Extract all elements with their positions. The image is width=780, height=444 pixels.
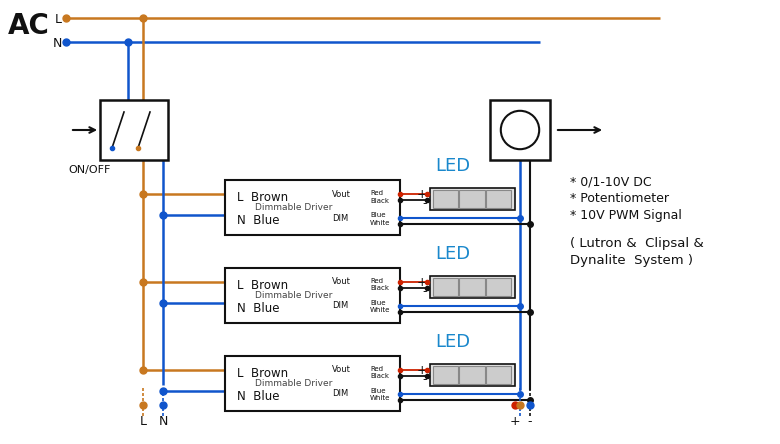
Bar <box>433 190 459 208</box>
Text: DIM: DIM <box>332 301 348 310</box>
Text: Dimmable Driver: Dimmable Driver <box>255 379 332 388</box>
Text: +: + <box>417 275 427 289</box>
Text: Red
Black: Red Black <box>370 190 389 203</box>
Text: ( Lutron &  Clipsal &: ( Lutron & Clipsal & <box>570 237 704 250</box>
Text: -: - <box>423 198 427 210</box>
Text: LED: LED <box>435 157 470 175</box>
Text: N: N <box>158 415 168 428</box>
Bar <box>459 278 484 296</box>
Text: Blue
White: Blue White <box>370 388 390 401</box>
Text: Vout: Vout <box>332 278 351 286</box>
Text: * 10V PWM Signal: * 10V PWM Signal <box>570 209 682 222</box>
Text: L  Brown: L Brown <box>237 191 288 204</box>
Bar <box>225 268 400 323</box>
Bar <box>486 366 511 384</box>
Text: -: - <box>423 373 427 386</box>
Text: DIM: DIM <box>332 389 348 399</box>
Text: -: - <box>423 285 427 298</box>
Text: Dimmable Driver: Dimmable Driver <box>255 291 332 300</box>
Bar <box>100 100 168 160</box>
Text: N  Blue: N Blue <box>237 390 279 403</box>
Text: +: + <box>417 187 427 201</box>
Text: L  Brown: L Brown <box>237 367 288 380</box>
Text: L: L <box>55 12 62 25</box>
Text: Red
Black: Red Black <box>370 366 389 380</box>
Text: Blue
White: Blue White <box>370 212 390 226</box>
Text: Blue
White: Blue White <box>370 300 390 313</box>
Text: LED: LED <box>435 245 470 263</box>
Text: -: - <box>528 415 532 428</box>
Text: N  Blue: N Blue <box>237 302 279 315</box>
Bar <box>430 364 515 386</box>
Text: Red
Black: Red Black <box>370 278 389 292</box>
Bar <box>433 278 459 296</box>
Bar <box>490 100 550 160</box>
Bar <box>486 278 511 296</box>
Bar <box>430 188 515 210</box>
Text: Vout: Vout <box>332 190 351 198</box>
Text: DIM: DIM <box>332 214 348 222</box>
Text: * Potentiometer: * Potentiometer <box>570 192 669 205</box>
Text: ON/OFF: ON/OFF <box>68 165 111 175</box>
Bar <box>225 180 400 235</box>
Bar <box>433 366 459 384</box>
Text: AC: AC <box>8 12 50 40</box>
Bar <box>430 276 515 298</box>
Bar <box>486 190 511 208</box>
Bar <box>459 366 484 384</box>
Text: * 0/1-10V DC: * 0/1-10V DC <box>570 175 651 188</box>
Bar <box>459 190 484 208</box>
Text: LED: LED <box>435 333 470 351</box>
Bar <box>225 356 400 411</box>
Text: Dimmable Driver: Dimmable Driver <box>255 203 332 212</box>
Text: Vout: Vout <box>332 365 351 374</box>
Text: L  Brown: L Brown <box>237 279 288 292</box>
Text: L: L <box>140 415 147 428</box>
Text: Dynalite  System ): Dynalite System ) <box>570 254 693 267</box>
Text: N  Blue: N Blue <box>237 214 279 227</box>
Text: +: + <box>509 415 520 428</box>
Text: +: + <box>417 364 427 377</box>
Text: N: N <box>52 36 62 49</box>
